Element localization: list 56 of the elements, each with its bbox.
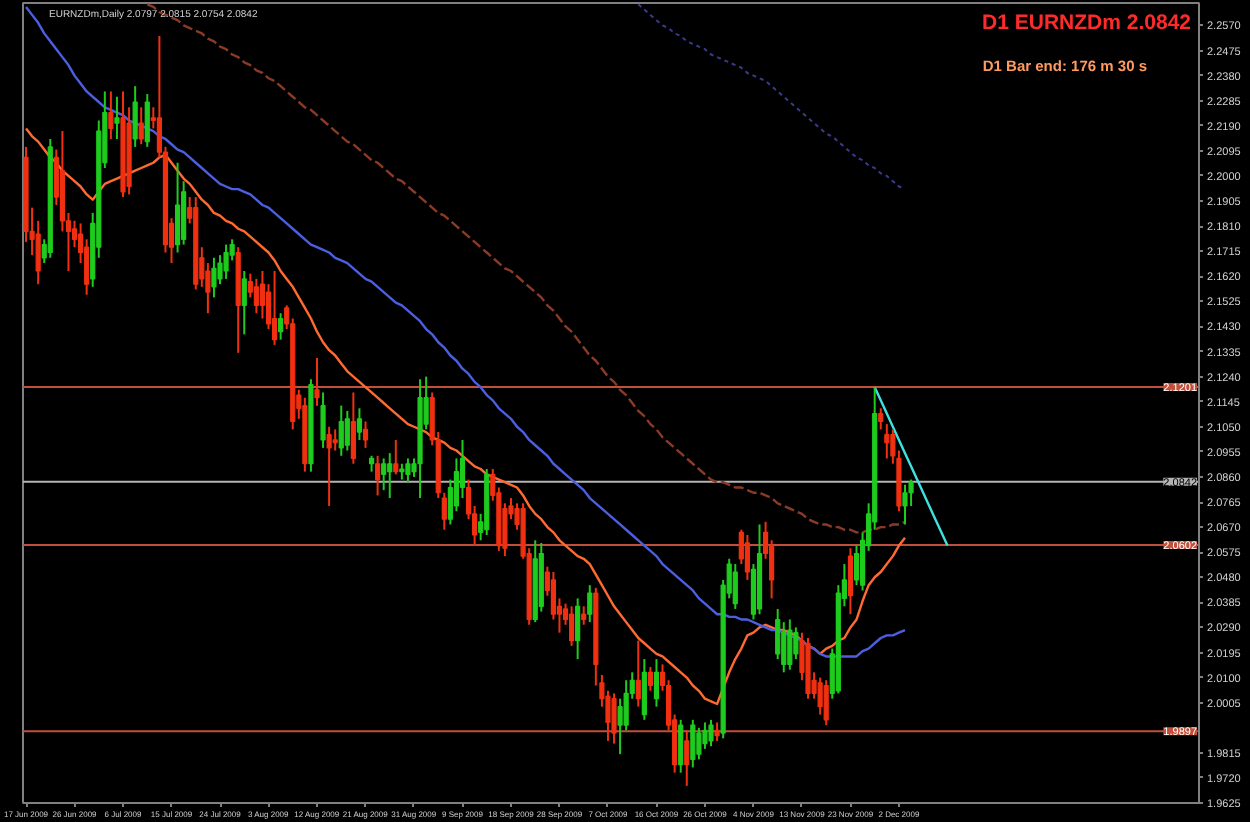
candlestick <box>575 597 581 661</box>
line-series <box>873 385 949 547</box>
candlestick <box>314 357 320 407</box>
candlestick <box>114 95 120 140</box>
candlestick <box>714 721 720 742</box>
candlestick <box>793 626 799 661</box>
candlestick <box>241 269 247 336</box>
candlestick <box>684 729 690 787</box>
candlestick <box>350 391 356 465</box>
candlestick <box>381 457 387 492</box>
candlestick <box>878 407 884 431</box>
candlestick <box>375 454 381 497</box>
candlestick <box>581 605 587 626</box>
candlestick <box>653 658 660 708</box>
candlestick <box>853 544 860 587</box>
candlestick <box>387 452 393 500</box>
candlestick <box>617 697 623 756</box>
candlestick <box>884 423 890 460</box>
candlestick <box>678 718 684 774</box>
candlestick <box>823 679 829 727</box>
candlestick <box>690 718 696 769</box>
candlestick <box>271 269 278 346</box>
candlestick <box>338 404 344 457</box>
line-series <box>637 3 906 191</box>
candlestick <box>356 407 363 441</box>
line-series <box>24 127 907 706</box>
candlestick <box>647 666 653 692</box>
candlestick <box>587 584 593 624</box>
candlestick <box>344 409 350 452</box>
candlestick <box>732 563 738 610</box>
candlestick <box>635 639 641 708</box>
candlestick <box>174 161 181 254</box>
annotation: D1 EURNZDm 2.0842 <box>982 11 1192 35</box>
candlestick <box>144 93 150 148</box>
candlestick <box>132 85 138 148</box>
candlestick <box>278 312 284 341</box>
candlestick <box>332 428 338 452</box>
candlestick <box>847 547 854 616</box>
candlestick <box>393 438 399 476</box>
candlestick <box>787 618 793 671</box>
candlestick <box>362 420 369 449</box>
candlestick <box>108 90 114 140</box>
candlestick <box>138 106 144 146</box>
candlestick <box>569 605 575 647</box>
candlestick <box>611 692 617 745</box>
candlestick <box>253 277 259 315</box>
candlestick <box>326 425 332 507</box>
candlestick <box>223 243 229 280</box>
candlestick <box>641 658 647 721</box>
candlestick <box>320 391 326 449</box>
candlestick <box>744 534 750 581</box>
candlestick <box>405 457 411 484</box>
candlestick <box>708 718 714 748</box>
candlestick <box>696 726 702 761</box>
candlestick <box>211 256 217 299</box>
candlestick <box>902 483 908 526</box>
